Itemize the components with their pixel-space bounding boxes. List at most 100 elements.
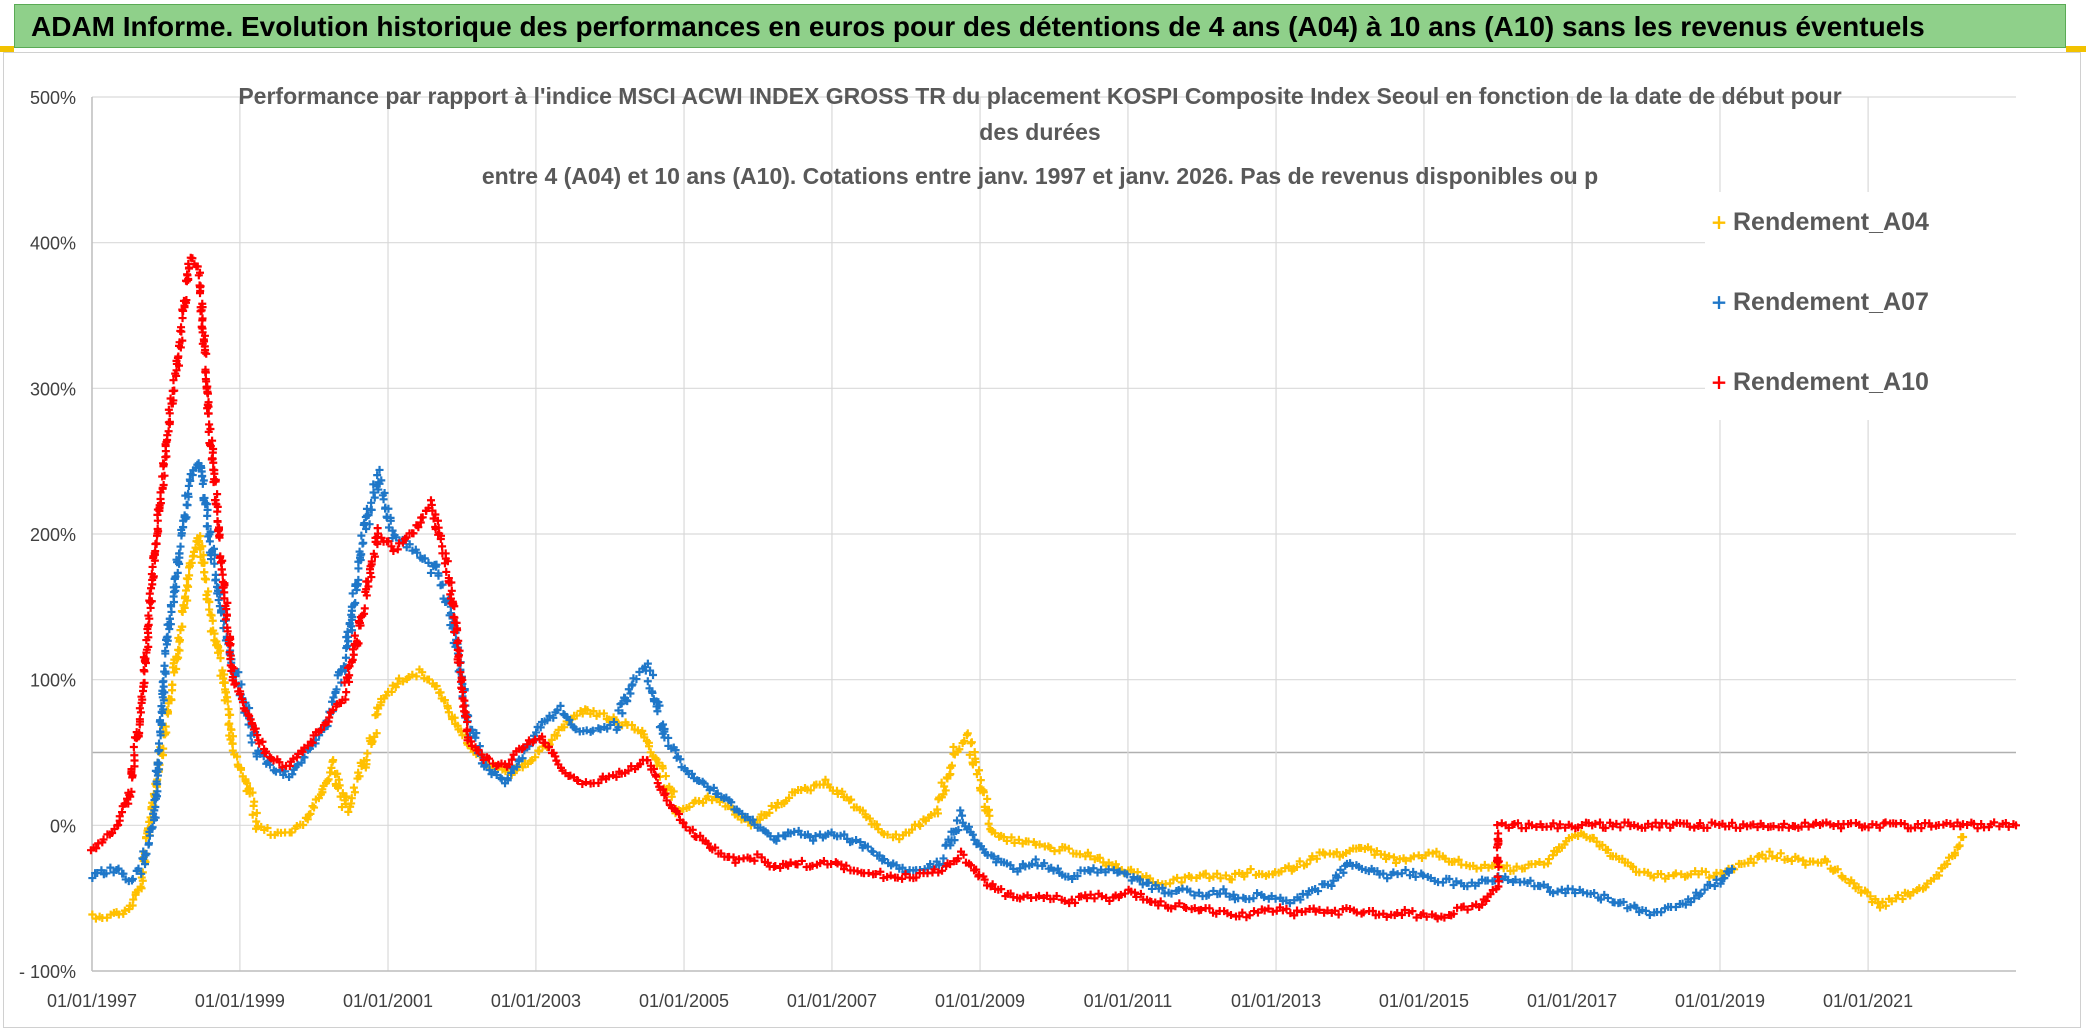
data-marker <box>226 725 235 734</box>
data-marker <box>159 460 168 469</box>
data-marker <box>1034 891 1043 900</box>
data-marker <box>223 627 232 636</box>
data-marker <box>604 772 613 781</box>
data-marker <box>786 858 795 867</box>
data-marker <box>1075 850 1084 859</box>
y-tick-label: - 100% <box>19 962 76 982</box>
data-marker <box>2012 821 2020 830</box>
data-marker <box>1486 890 1495 899</box>
data-marker <box>975 871 984 880</box>
data-marker <box>1293 906 1302 915</box>
data-marker <box>460 701 469 710</box>
data-marker <box>863 842 872 851</box>
data-marker <box>1002 836 1011 845</box>
legend-item-a10[interactable]: + Rendement_A10 <box>1705 362 1929 402</box>
data-marker <box>175 361 184 370</box>
data-marker <box>454 636 463 645</box>
data-marker <box>1097 865 1106 874</box>
data-marker <box>387 542 396 551</box>
data-marker <box>649 671 658 680</box>
data-marker <box>1219 885 1228 894</box>
data-marker <box>161 649 170 658</box>
corner-accent-right <box>2066 46 2086 52</box>
data-marker <box>660 725 669 734</box>
data-marker <box>1535 858 1544 867</box>
data-marker <box>1727 865 1736 874</box>
data-marker <box>414 523 423 532</box>
data-marker <box>1701 867 1710 876</box>
data-marker <box>659 720 668 729</box>
data-marker <box>179 306 188 315</box>
data-marker <box>210 559 219 568</box>
data-marker <box>1765 847 1774 856</box>
data-marker <box>159 677 168 686</box>
data-marker <box>1123 870 1132 879</box>
data-marker <box>202 384 211 393</box>
data-marker <box>444 708 453 717</box>
data-marker <box>203 505 212 514</box>
data-marker <box>1329 876 1338 885</box>
data-marker <box>1389 868 1398 877</box>
data-marker <box>106 863 115 872</box>
data-marker <box>1136 889 1145 898</box>
data-marker <box>335 781 344 790</box>
data-marker <box>1035 840 1044 849</box>
data-marker <box>485 766 494 775</box>
data-marker <box>447 586 456 595</box>
data-marker <box>840 830 849 839</box>
data-marker <box>1409 867 1418 876</box>
data-marker <box>93 868 102 877</box>
data-marker <box>1190 891 1199 900</box>
data-marker <box>178 314 187 323</box>
data-marker <box>443 557 452 566</box>
data-marker <box>1503 875 1512 884</box>
data-marker <box>234 668 243 677</box>
data-marker <box>437 531 446 540</box>
data-marker <box>1302 860 1311 869</box>
data-marker <box>343 627 352 636</box>
data-marker <box>150 556 159 565</box>
legend-item-a07[interactable]: + Rendement_A07 <box>1705 282 1929 322</box>
data-marker <box>202 575 211 584</box>
data-marker <box>262 747 271 756</box>
data-marker <box>344 637 353 646</box>
data-marker <box>1690 823 1699 832</box>
data-marker <box>367 505 376 514</box>
data-marker <box>153 516 162 525</box>
data-marker <box>955 745 964 754</box>
data-marker <box>1876 903 1885 912</box>
data-marker <box>129 895 138 904</box>
data-marker <box>676 755 685 764</box>
data-marker <box>174 557 183 566</box>
data-marker <box>1641 906 1650 915</box>
data-marker <box>1671 903 1680 912</box>
data-marker <box>178 336 187 345</box>
data-marker <box>1290 911 1299 920</box>
data-marker <box>1296 895 1305 904</box>
legend-item-a04[interactable]: + Rendement_A04 <box>1705 202 1929 242</box>
data-marker <box>432 682 441 691</box>
data-marker <box>178 607 187 616</box>
x-tick-label: 01/01/1999 <box>195 991 285 1011</box>
data-marker <box>463 725 472 734</box>
data-marker <box>1493 821 1502 830</box>
data-marker <box>220 581 229 590</box>
data-marker <box>329 693 338 702</box>
data-marker <box>333 769 342 778</box>
data-marker <box>2004 822 2013 831</box>
data-marker <box>1071 898 1080 907</box>
data-marker <box>348 612 357 621</box>
data-marker <box>1494 829 1503 838</box>
data-marker <box>935 861 944 870</box>
data-marker <box>1007 833 1016 842</box>
data-marker <box>418 668 427 677</box>
data-marker <box>628 721 637 730</box>
data-marker <box>88 874 97 883</box>
data-marker <box>1205 904 1214 913</box>
data-marker <box>208 454 217 463</box>
data-marker <box>1115 867 1124 876</box>
data-marker <box>134 864 143 873</box>
data-marker <box>838 787 847 796</box>
data-marker <box>370 493 379 502</box>
data-marker <box>772 836 781 845</box>
